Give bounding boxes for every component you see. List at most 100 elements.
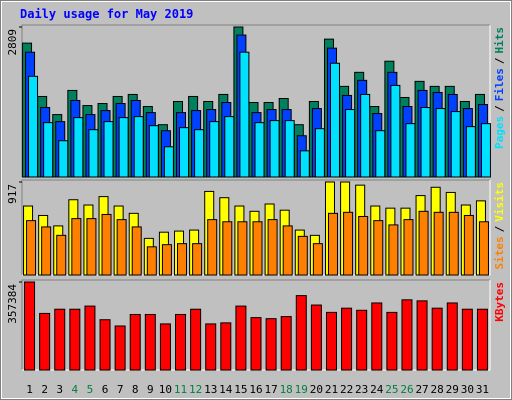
bar <box>465 126 476 178</box>
bar <box>131 226 142 276</box>
legend: Sites / Visits <box>493 182 506 270</box>
x-tick-label: 12 <box>189 383 202 396</box>
x-tick-label: 15 <box>234 383 247 396</box>
bar <box>356 309 368 371</box>
bar <box>161 244 172 276</box>
bar <box>84 305 96 371</box>
x-tick-label: 30 <box>461 383 474 396</box>
bar <box>235 305 247 371</box>
bar <box>116 219 127 276</box>
x-tick-label: 20 <box>310 383 323 396</box>
x-tick-label: 13 <box>204 383 217 396</box>
x-tick-label: 3 <box>56 383 63 396</box>
x-tick-label: 7 <box>117 383 124 396</box>
bar <box>433 211 444 276</box>
panel-border-dark <box>21 24 490 177</box>
bar <box>175 313 187 371</box>
legend-entry: Pages <box>493 116 506 149</box>
x-tick-label: 6 <box>102 383 109 396</box>
legend-separator: / <box>493 57 506 64</box>
legend-entry: Sites <box>493 236 506 269</box>
bar <box>435 108 446 178</box>
x-tick-label: 21 <box>325 383 338 396</box>
bar <box>265 318 277 371</box>
bar <box>56 234 67 276</box>
bar <box>325 311 337 371</box>
bar <box>405 123 416 178</box>
bar <box>343 211 354 276</box>
bar <box>250 317 262 371</box>
bar <box>43 122 54 178</box>
bar <box>179 127 190 178</box>
bar <box>345 109 356 178</box>
bar <box>86 218 97 276</box>
x-tick-label: 22 <box>340 383 353 396</box>
x-tick-label: 27 <box>415 383 428 396</box>
x-tick-label: 17 <box>264 383 277 396</box>
x-tick-label: 31 <box>476 383 489 396</box>
bar <box>177 243 188 276</box>
bar <box>54 308 66 371</box>
bar <box>371 302 383 371</box>
bar <box>205 323 217 371</box>
bar <box>28 75 39 178</box>
panel-border-dark <box>21 179 490 275</box>
bar <box>103 121 114 178</box>
x-tick-label: 23 <box>355 383 368 396</box>
x-tick-label: 25 <box>385 383 398 396</box>
legend-separator: / <box>493 105 506 112</box>
bar <box>73 117 84 178</box>
bar <box>99 319 111 371</box>
bar <box>388 224 399 276</box>
x-tick-label: 29 <box>446 383 459 396</box>
bar <box>209 121 220 178</box>
bar <box>69 308 81 371</box>
bar <box>159 323 171 371</box>
legend-entry: Files <box>493 68 506 101</box>
y-tick-label: 917 <box>6 184 19 204</box>
bar <box>329 62 340 178</box>
bar <box>239 51 250 178</box>
bar <box>88 129 99 178</box>
bar <box>463 214 474 276</box>
bar <box>448 211 459 276</box>
bar <box>192 243 203 276</box>
bar <box>24 281 36 371</box>
bar <box>480 123 491 178</box>
bar <box>207 219 218 276</box>
bar <box>220 322 232 371</box>
legend-entry: KBytes <box>493 282 506 322</box>
bar <box>146 246 157 276</box>
bar <box>144 313 156 371</box>
legend-entry: Visits <box>493 182 506 222</box>
bar <box>403 219 414 276</box>
bar <box>269 120 280 178</box>
bar <box>358 215 369 276</box>
bar <box>341 307 353 371</box>
bar <box>431 307 443 371</box>
bar <box>133 116 144 178</box>
bar <box>310 304 322 371</box>
bar <box>163 146 174 178</box>
x-tick-label: 9 <box>147 383 154 396</box>
bar <box>386 311 398 371</box>
x-tick-label: 8 <box>132 383 139 396</box>
x-tick-label: 19 <box>295 383 308 396</box>
bar <box>71 218 82 276</box>
bar <box>267 219 278 276</box>
bar <box>314 128 325 178</box>
y-tick-label: 2809 <box>6 29 19 56</box>
x-tick-label: 18 <box>280 383 293 396</box>
bar <box>476 308 488 371</box>
bar <box>461 308 473 371</box>
bar <box>194 129 205 178</box>
bar <box>237 221 248 276</box>
bar <box>41 226 52 276</box>
bar <box>118 117 129 178</box>
bar <box>375 130 386 178</box>
bar <box>129 313 141 371</box>
bar <box>252 221 263 276</box>
bar <box>373 220 384 276</box>
